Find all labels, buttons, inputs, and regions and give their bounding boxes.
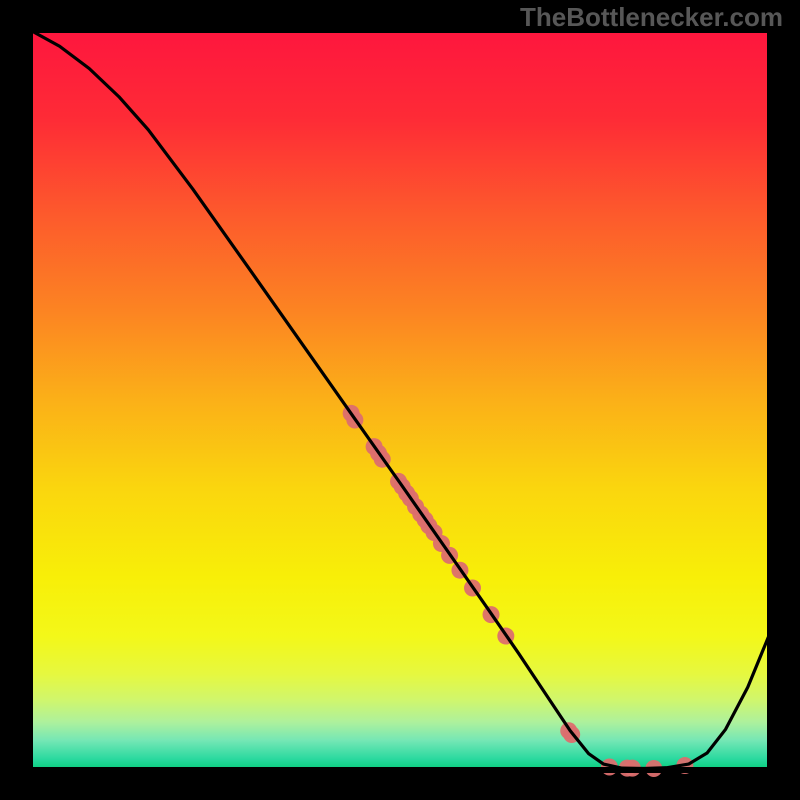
plot-background (30, 30, 770, 770)
chart-svg (0, 0, 800, 800)
watermark-text: TheBottlenecker.com (520, 2, 783, 33)
